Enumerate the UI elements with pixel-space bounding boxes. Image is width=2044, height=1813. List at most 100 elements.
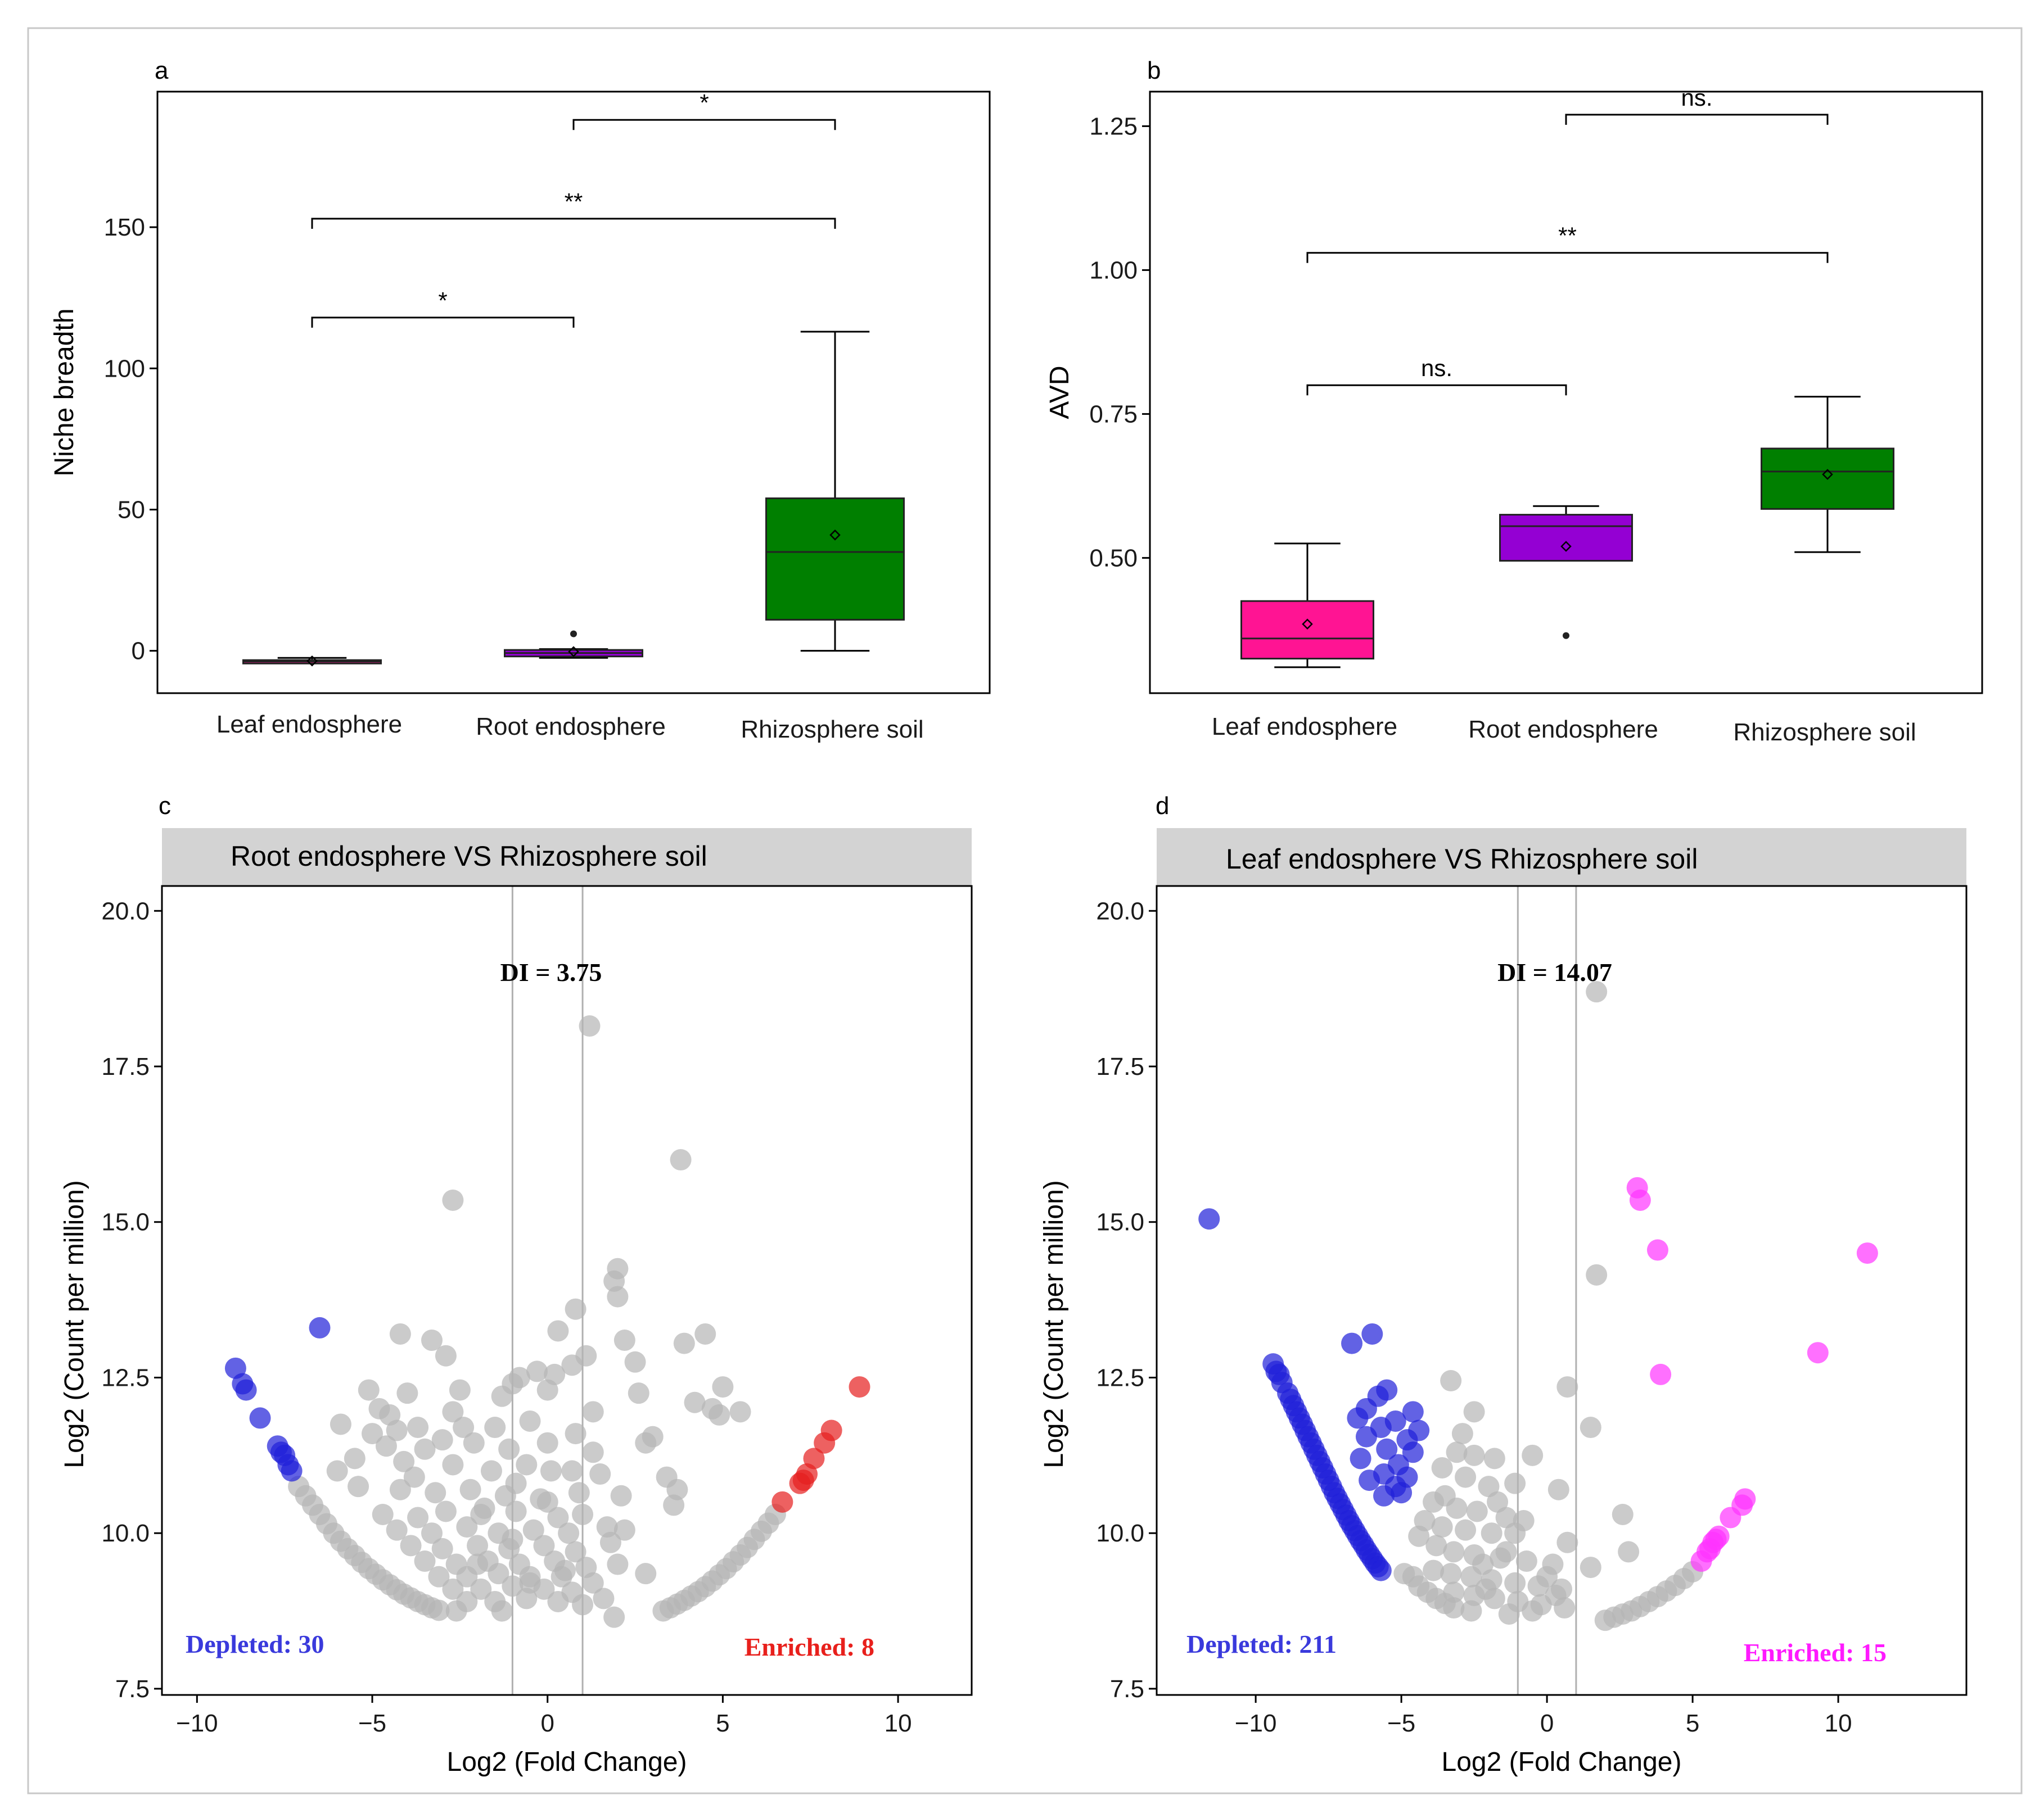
y-tick-label: 0.75 [1089, 400, 1138, 428]
point-not-significant [348, 1476, 369, 1498]
point-not-significant [1498, 1603, 1520, 1625]
panel-d-strip [1157, 828, 1966, 886]
y-axis-title: Log2 (Count per million) [1039, 1180, 1069, 1468]
point-not-significant [505, 1500, 527, 1522]
mean-marker [1560, 541, 1572, 552]
point-not-significant [561, 1354, 583, 1376]
point-not-significant [372, 1503, 394, 1525]
y-axis-title: Niche breadth [49, 309, 79, 477]
panel-c-plot: 7.5 10.0 12.5 15.0 17.5 20.0 −10 −5 0 5 10 Log2 (Fo… [60, 885, 973, 1777]
point-not-significant [428, 1566, 450, 1588]
point-not-significant [519, 1410, 541, 1432]
point-not-significant [1495, 1507, 1517, 1529]
point-depleted [1355, 1426, 1377, 1448]
y-tick-label: 12.5 [1096, 1364, 1144, 1391]
panel-c-di-label: DI = 3.75 [500, 958, 602, 987]
point-not-significant [565, 1423, 586, 1445]
outlier-point [1563, 632, 1569, 639]
point-not-significant [582, 1441, 604, 1463]
significance-bracket [1565, 114, 1829, 125]
point-not-significant [414, 1550, 436, 1572]
point-not-significant [453, 1417, 475, 1439]
panel-c-strip [162, 828, 972, 886]
y-tick-label: 7.5 [115, 1675, 150, 1703]
panel-c-strip-title: Root endosphere VS Rhizosphere soil [231, 840, 707, 872]
point-not-significant [582, 1572, 604, 1594]
point-not-significant [613, 1330, 635, 1351]
x-tick-label: 5 [1686, 1710, 1699, 1737]
point-not-significant [1522, 1444, 1544, 1466]
point-enriched [1720, 1507, 1741, 1529]
point-not-significant [1423, 1559, 1445, 1581]
point-not-significant [579, 1015, 601, 1037]
point-not-significant [1440, 1563, 1462, 1585]
mean-marker [1302, 618, 1313, 630]
point-not-significant [498, 1438, 520, 1460]
point-depleted [309, 1317, 331, 1339]
point-depleted [1198, 1208, 1220, 1230]
point-not-significant [610, 1485, 632, 1507]
y-tick-label: 50 [118, 496, 145, 523]
point-not-significant [1547, 1479, 1569, 1500]
y-tick-label: 10.0 [1096, 1520, 1144, 1547]
point-not-significant [1472, 1553, 1494, 1575]
point-not-significant [358, 1379, 380, 1401]
point-depleted [1350, 1448, 1371, 1470]
outlier-point [570, 630, 577, 638]
x-axis-title: Log2 (Fold Change) [447, 1747, 687, 1777]
point-depleted [1367, 1556, 1389, 1577]
panel-d-enriched-label: Enriched: 15 [1744, 1638, 1887, 1667]
mean-marker [568, 646, 579, 657]
point-not-significant [1463, 1444, 1485, 1466]
point-not-significant [330, 1413, 351, 1435]
box-root-endosphere [1499, 514, 1633, 562]
point-not-significant [407, 1507, 429, 1529]
point-not-significant [1478, 1476, 1500, 1498]
point-not-significant [729, 1401, 751, 1423]
point-not-significant [547, 1507, 569, 1529]
x-tick-label: −5 [1387, 1710, 1415, 1737]
point-not-significant [467, 1535, 489, 1557]
panel-a-plot: 0 50 100 150 Niche breadth Leaf endosphere Roo… [49, 89, 991, 743]
y-tick-label: 15.0 [101, 1209, 150, 1236]
plot-frame [1156, 885, 1968, 1696]
point-not-significant [656, 1466, 678, 1488]
point-not-significant [1443, 1597, 1465, 1619]
point-not-significant [1408, 1525, 1430, 1547]
point-depleted [1373, 1485, 1395, 1507]
significance-label: ** [565, 188, 583, 215]
point-not-significant [635, 1563, 657, 1585]
point-not-significant [407, 1417, 429, 1439]
point-not-significant [442, 1401, 464, 1423]
x-tick-label: 5 [716, 1710, 729, 1737]
point-not-significant [1580, 1417, 1601, 1439]
point-enriched [1807, 1342, 1829, 1364]
point-not-significant [484, 1417, 506, 1439]
point-not-significant [572, 1594, 594, 1616]
point-not-significant [526, 1360, 548, 1382]
point-not-significant [421, 1522, 443, 1544]
panel-d-depleted-label: Depleted: 211 [1186, 1630, 1337, 1658]
point-not-significant [502, 1373, 524, 1395]
significance-label: ns. [1421, 355, 1452, 381]
point-not-significant [663, 1494, 685, 1516]
point-not-significant [628, 1382, 649, 1404]
point-not-significant [1466, 1500, 1488, 1522]
point-not-significant [1431, 1516, 1453, 1538]
x-category-label: Leaf endosphere [1212, 713, 1397, 740]
x-tick-label: −10 [176, 1710, 218, 1737]
mean-marker [1822, 469, 1833, 480]
point-not-significant [393, 1450, 415, 1472]
point-not-significant [589, 1463, 611, 1485]
point-not-significant [1475, 1578, 1497, 1600]
panel-c: c Root endosphere VS Rhizosphere soil 7.… [60, 792, 973, 1777]
point-not-significant [536, 1491, 558, 1513]
point-not-significant [519, 1572, 541, 1594]
point-not-significant [599, 1531, 621, 1553]
point-not-significant [445, 1600, 467, 1622]
point-not-significant [561, 1460, 583, 1482]
y-tick-label: 0 [132, 638, 145, 665]
significance-bracket [311, 218, 836, 229]
point-depleted [1402, 1441, 1424, 1463]
figure-border [27, 27, 2023, 1794]
